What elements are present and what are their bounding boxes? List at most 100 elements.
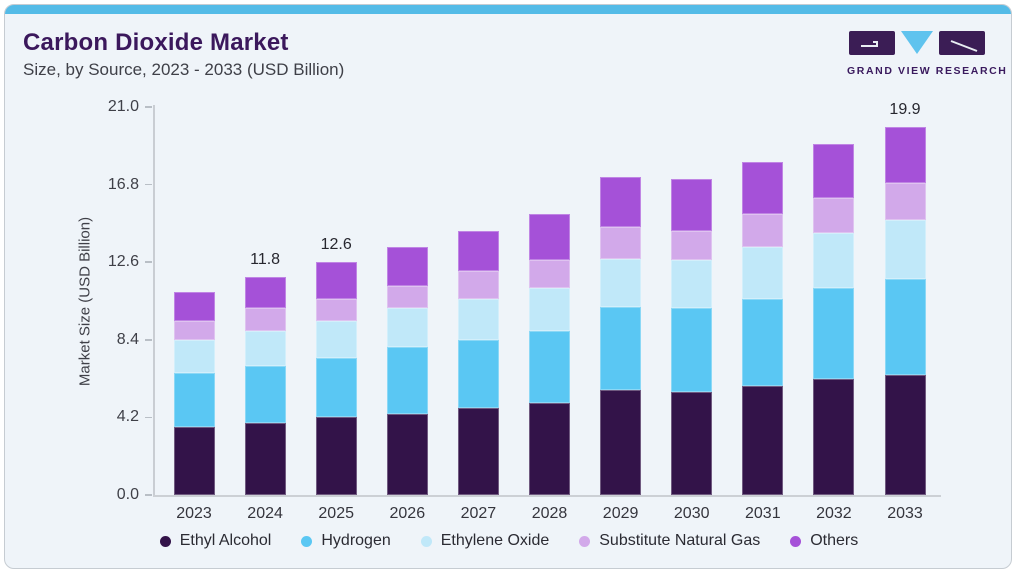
bar-segment-ethyl-alcohol-2030 xyxy=(671,391,713,495)
y-tick-label-4.2: 4.2 xyxy=(116,408,139,426)
x-tick-label-2024: 2024 xyxy=(247,505,283,522)
bar-segment-ethylene-oxide-2030 xyxy=(671,260,713,309)
legend-label-hydrogen: Hydrogen xyxy=(321,532,391,549)
y-tick-label-12.6: 12.6 xyxy=(107,253,139,271)
bar-segment-substitute-natural-gas-2033 xyxy=(884,182,926,220)
bar-segment-others-2027 xyxy=(457,230,499,272)
legend-label-ethyl-alcohol: Ethyl Alcohol xyxy=(179,532,272,549)
x-tick-label-2033: 2033 xyxy=(887,505,923,522)
legend-dot-others xyxy=(790,535,802,547)
bar-segment-hydrogen-2032 xyxy=(813,288,855,379)
bar-segment-substitute-natural-gas-2023 xyxy=(173,321,215,340)
bar-segment-ethylene-oxide-2028 xyxy=(529,288,570,331)
bar-segment-ethyl-alcohol-2023 xyxy=(173,426,215,495)
bar-segment-ethyl-alcohol-2028 xyxy=(529,402,570,495)
bar-segment-hydrogen-2030 xyxy=(671,308,713,392)
x-tick-label-2029: 2029 xyxy=(602,505,639,522)
y-tick-mark-16.8 xyxy=(145,183,152,186)
bar-segment-substitute-natural-gas-2029 xyxy=(600,227,642,259)
x-axis-line xyxy=(153,495,941,497)
x-tick-label-2031: 2031 xyxy=(745,505,781,522)
legend-label-ethylene-oxide: Ethylene Oxide xyxy=(440,532,550,549)
legend-dot-substitute-natural-gas xyxy=(579,535,591,547)
legend-label-substitute-natural-gas: Substitute Natural Gas xyxy=(599,532,761,549)
bar-segment-hydrogen-2033 xyxy=(884,278,926,375)
chart-subtitle: Size, by Source, 2023 - 2033 (USD Billio… xyxy=(23,60,345,79)
bar-segment-substitute-natural-gas-2031 xyxy=(742,214,784,248)
bar-segment-substitute-natural-gas-2027 xyxy=(457,271,499,300)
gvr-logo: GRAND VIEW RESEARCH xyxy=(847,29,1008,77)
y-tick-mark-21.0 xyxy=(145,106,152,108)
x-tick-label-2023: 2023 xyxy=(176,505,212,522)
y-tick-label-8.4: 8.4 xyxy=(116,330,139,348)
legend-item-substitute-natural-gas: Substitute Natural Gas xyxy=(579,532,760,550)
bar-segment-ethylene-oxide-2029 xyxy=(600,258,642,307)
bar-segment-others-2028 xyxy=(529,214,570,261)
bar-segment-ethyl-alcohol-2031 xyxy=(742,385,784,495)
legend-label-others: Others xyxy=(810,532,859,549)
legend-item-ethyl-alcohol: Ethyl Alcohol xyxy=(159,532,272,550)
y-tick-mark-0.0 xyxy=(145,494,152,496)
bar-total-label-2025: 12.6 xyxy=(320,236,352,254)
x-tick-label-2027: 2027 xyxy=(460,505,497,522)
bar-segment-others-2023 xyxy=(173,291,215,322)
card-top-accent-strip xyxy=(5,5,1011,14)
bar-segment-ethyl-alcohol-2027 xyxy=(457,408,499,495)
bar-segment-ethylene-oxide-2032 xyxy=(813,232,855,289)
chart-title: Carbon Dioxide Market xyxy=(23,29,289,56)
bar-segment-others-2033 xyxy=(884,127,926,183)
y-axis-line xyxy=(153,105,155,496)
bar-segment-ethylene-oxide-2025 xyxy=(315,321,357,359)
bar-segment-ethylene-oxide-2026 xyxy=(386,308,428,348)
x-tick-label-2032: 2032 xyxy=(816,505,852,522)
bar-segment-ethyl-alcohol-2024 xyxy=(244,422,286,495)
legend-item-ethylene-oxide: Ethylene Oxide xyxy=(420,532,550,550)
legend-dot-ethyl-alcohol xyxy=(159,535,171,547)
plot-area: Market Size (USD Billion) 0.0 4.2 8.4 12.6 1… xyxy=(5,5,1011,568)
x-tick-label-2025: 2025 xyxy=(318,505,354,522)
bar-segment-substitute-natural-gas-2030 xyxy=(671,230,713,261)
legend: Ethyl Alcohol Hydrogen Ethylene Oxide Subst… xyxy=(5,532,1011,550)
bar-segment-substitute-natural-gas-2025 xyxy=(315,299,357,322)
bar-segment-ethylene-oxide-2023 xyxy=(173,339,215,374)
bar-segment-hydrogen-2031 xyxy=(742,299,784,386)
bar-segment-hydrogen-2023 xyxy=(173,373,215,427)
legend-dot-hydrogen xyxy=(301,535,313,547)
bar-segment-substitute-natural-gas-2032 xyxy=(813,197,855,233)
bar-segment-others-2032 xyxy=(813,143,855,198)
legend-item-others: Others xyxy=(790,532,858,550)
y-tick-label-21.0: 21.0 xyxy=(107,98,139,115)
bar-segment-hydrogen-2024 xyxy=(244,365,286,423)
y-tick-mark-8.4 xyxy=(145,339,152,341)
bar-segment-ethyl-alcohol-2029 xyxy=(600,389,642,495)
bar-segment-substitute-natural-gas-2028 xyxy=(529,260,570,289)
x-tick-label-2028: 2028 xyxy=(531,505,568,522)
bar-segment-hydrogen-2029 xyxy=(600,306,642,390)
bar-segment-ethyl-alcohol-2025 xyxy=(315,417,357,495)
gvr-logo-mark xyxy=(849,31,985,55)
x-tick-label-2030: 2030 xyxy=(673,505,710,522)
bar-segment-ethylene-oxide-2027 xyxy=(457,299,499,340)
bar-segment-hydrogen-2026 xyxy=(386,347,428,414)
bar-segment-ethyl-alcohol-2026 xyxy=(386,413,428,495)
bar-segment-others-2025 xyxy=(315,262,357,300)
y-tick-mark-4.2 xyxy=(145,416,152,419)
bar-segment-substitute-natural-gas-2026 xyxy=(386,286,428,309)
y-tick-label-16.8: 16.8 xyxy=(107,175,139,193)
bar-segment-others-2030 xyxy=(671,179,713,231)
bar-segment-substitute-natural-gas-2024 xyxy=(244,308,286,331)
bar-segment-hydrogen-2027 xyxy=(457,339,499,409)
bar-segment-ethylene-oxide-2024 xyxy=(244,330,286,366)
bar-segment-ethyl-alcohol-2033 xyxy=(884,374,926,495)
y-tick-mark-12.6 xyxy=(145,261,152,263)
bar-segment-others-2026 xyxy=(386,247,428,287)
bar-segment-hydrogen-2028 xyxy=(529,330,570,403)
legend-item-hydrogen: Hydrogen xyxy=(301,532,391,550)
bar-total-label-2033: 19.9 xyxy=(889,101,921,119)
bar-segment-ethylene-oxide-2033 xyxy=(884,219,926,279)
y-tick-label-0.0: 0.0 xyxy=(116,486,139,503)
bar-segment-others-2024 xyxy=(244,276,286,309)
gvr-logo-text: GRAND VIEW RESEARCH xyxy=(847,65,1008,77)
bar-segment-ethylene-oxide-2031 xyxy=(742,247,784,300)
bar-total-label-2024: 11.8 xyxy=(250,250,281,268)
